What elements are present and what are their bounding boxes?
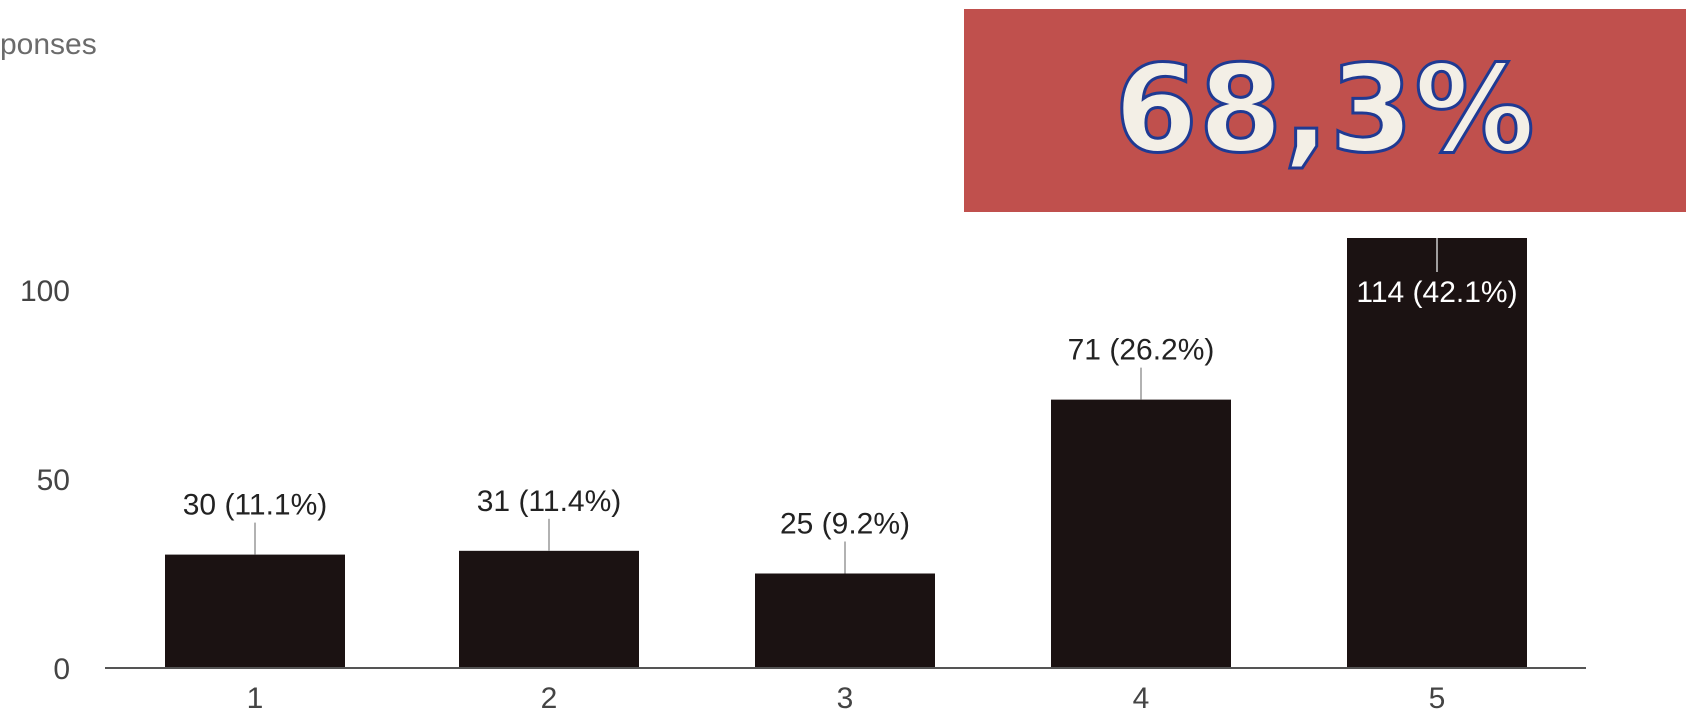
bar (1347, 238, 1527, 668)
data-label: 25 (9.2%) (780, 508, 910, 541)
x-tick-label: 2 (541, 682, 558, 712)
data-labels: 30 (11.1%) 31 (11.4%) 25 (9.2%) 71 (26.2%) 1… (183, 276, 1518, 541)
data-label: 30 (11.1%) (183, 489, 328, 522)
data-label: 114 (42.1%) (1356, 276, 1517, 309)
x-tick-label: 3 (837, 682, 854, 712)
x-tick-label: 4 (1133, 682, 1150, 712)
data-label: 31 (11.4%) (477, 485, 622, 518)
bar (165, 554, 345, 668)
x-tick-label: 5 (1429, 682, 1446, 712)
y-tick-label: 50 (37, 464, 70, 497)
data-label-leaders (254, 238, 1438, 574)
percentage-callout: 68,3% (964, 9, 1686, 212)
y-axis-ticks: 0 50 100 (20, 275, 70, 686)
x-axis-ticks: 1 2 3 4 5 (247, 682, 1446, 712)
bar (755, 573, 935, 668)
percentage-callout-text: 68,3% (1113, 40, 1536, 182)
data-label: 71 (26.2%) (1068, 334, 1215, 367)
chart-title: ponses (0, 28, 97, 61)
y-tick-label: 0 (53, 653, 70, 686)
x-tick-label: 1 (247, 682, 264, 712)
y-tick-label: 100 (20, 275, 70, 308)
bars (165, 238, 1527, 668)
bar (1051, 399, 1231, 668)
bar (459, 550, 639, 668)
